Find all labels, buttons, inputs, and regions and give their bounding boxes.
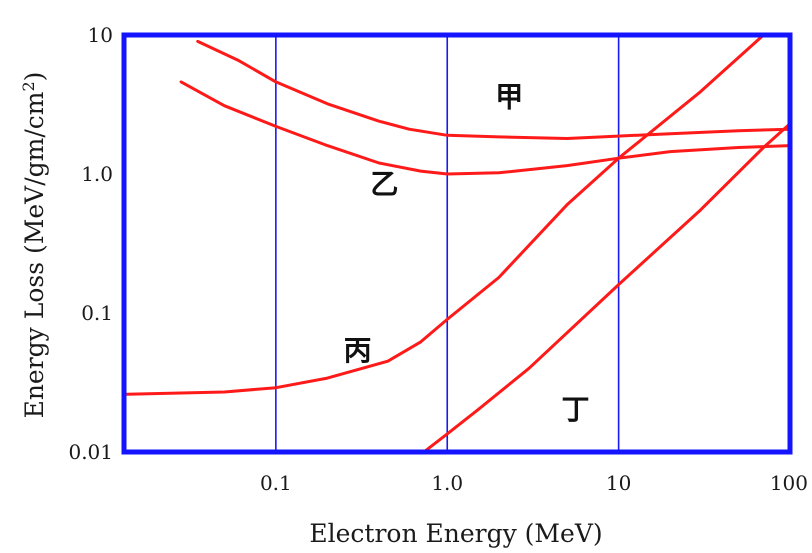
series-label-2: 乙 [370, 167, 398, 200]
plot-frame [121, 32, 793, 455]
y-tick-label: 0.01 [68, 440, 113, 464]
series-label-4: 丁 [561, 393, 589, 426]
series-line-3 [124, 35, 765, 396]
y-axis-title-main: Energy Loss (MeV/gm/cm [20, 91, 49, 418]
x-tick-label: 0.1 [260, 471, 292, 495]
y-axis-title: Energy Loss (MeV/gm/cm2) [19, 72, 49, 419]
x-tick-label: 1.0 [431, 471, 463, 495]
y-tick-label: 1.0 [81, 162, 113, 186]
curves [124, 35, 790, 452]
y-tick-label: 10 [88, 23, 113, 47]
y-axis-ticks: 0.01 0.1 1.0 10 [68, 23, 113, 464]
series-line-4 [422, 122, 790, 452]
series-line-1 [196, 39, 790, 140]
x-axis-ticks: 0.1 1.0 10 100 [260, 471, 808, 495]
x-axis-title: Electron Energy (MeV) [309, 519, 602, 548]
y-axis-title-tail: ) [20, 72, 49, 82]
y-axis-title-superscript: 2 [19, 81, 38, 91]
x-tick-label: 100 [770, 471, 808, 495]
series-line-2 [179, 80, 790, 176]
gridlines [275, 35, 620, 452]
series-label-1: 甲 [495, 81, 523, 114]
x-tick-label: 10 [606, 471, 631, 495]
series-label-3: 丙 [344, 334, 372, 367]
y-tick-label: 0.1 [81, 301, 113, 325]
